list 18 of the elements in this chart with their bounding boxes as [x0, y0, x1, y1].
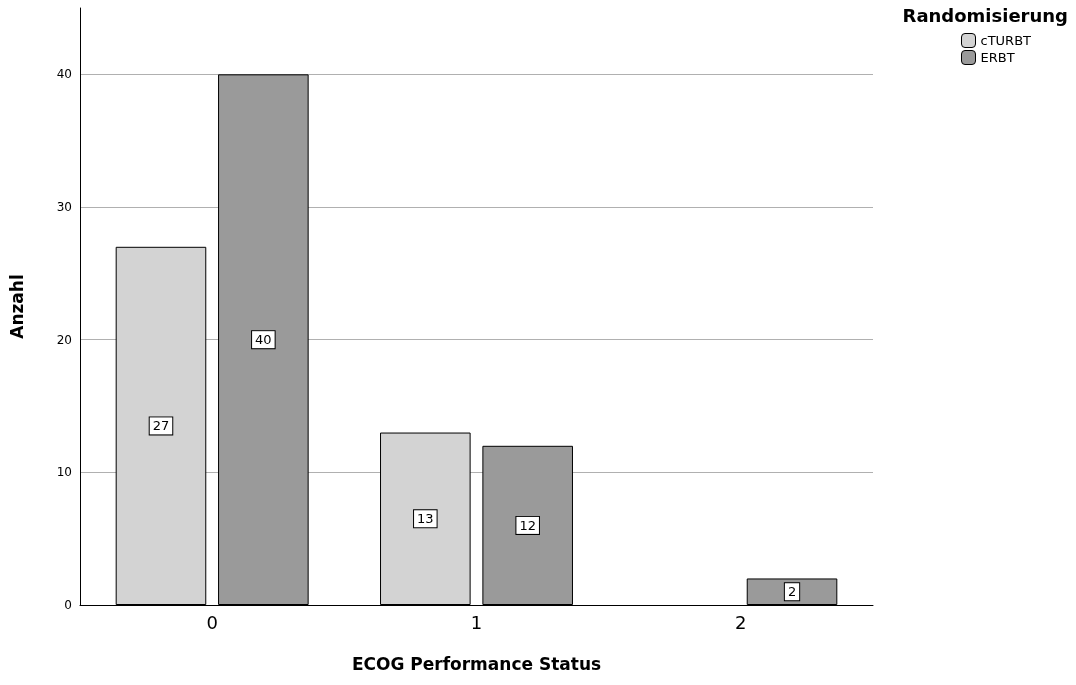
data-label: 12 [519, 517, 536, 533]
y-tick-label: 30 [56, 200, 72, 214]
y-tick-label: 20 [56, 332, 72, 347]
y-tick-label: 40 [56, 67, 72, 82]
y-tick-label: 10 [56, 465, 72, 480]
x-axis-title: ECOG Performance Status [351, 653, 602, 674]
data-label: 27 [152, 418, 170, 434]
y-axis-title: Anzahl [6, 274, 27, 339]
legend-label: ERBT [980, 50, 1015, 65]
y-tick-label: 0 [64, 598, 72, 612]
x-tick-label: 0 [206, 611, 218, 633]
x-tick-label: 1 [470, 611, 483, 633]
data-label: 2 [787, 584, 797, 600]
data-label: 40 [255, 332, 272, 348]
x-tick-label: 2 [735, 611, 747, 633]
legend-label: cTURBT [980, 33, 1032, 48]
data-label: 13 [417, 511, 434, 527]
legend-title: Randomisierung [902, 4, 1068, 26]
